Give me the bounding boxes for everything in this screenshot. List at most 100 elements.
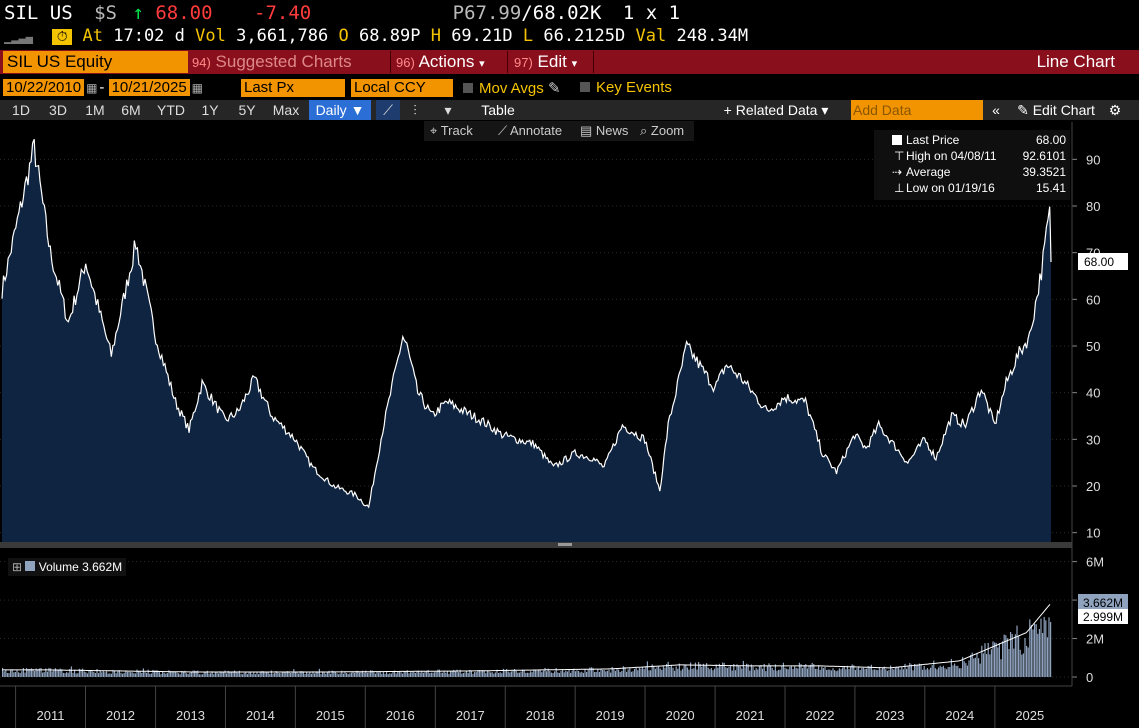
volume-bar [994,642,996,677]
chevron-down-icon[interactable]: ▾ [444,102,452,118]
period-button-1m[interactable]: 1M [85,102,105,118]
volume-bar [1006,638,1008,677]
volume-bar [251,674,253,677]
volume-bar [694,662,696,677]
volume-bar [288,671,290,677]
news-tool[interactable]: ▤ News [580,121,629,141]
volume-bar [133,673,135,677]
splitter-grip-icon[interactable] [558,543,572,546]
volume-bar [523,670,525,677]
volume-bar [1050,622,1052,677]
volume-bar [173,671,175,677]
actions-menu[interactable]: 96) Actions ▾ [396,51,485,73]
gear-icon[interactable]: ⚙ [1108,102,1122,118]
volume-bar [5,669,7,677]
security-field[interactable]: SIL US Equity [3,51,188,73]
currency-select[interactable]: Local CCY [351,79,453,97]
volume-bar [662,666,664,677]
volume-bar [117,671,119,677]
volume-bar [984,643,986,677]
table-button[interactable]: Table [481,102,515,118]
field-select[interactable]: Last Px [241,79,345,97]
candle-icon[interactable]: ⫶ [413,102,417,118]
mov-avgs-toggle[interactable]: Mov Avgs ✎ [463,79,561,99]
period-button-ytd[interactable]: YTD [157,102,185,118]
last-price: 68.00 [155,2,213,24]
frequency-select[interactable]: Daily ▼ [309,100,371,120]
checkbox-icon[interactable] [463,83,473,93]
volume-bar [882,667,884,677]
volume-bar [939,665,941,677]
volume-bar [192,670,194,677]
volume-bar [645,666,647,677]
suggested-charts-menu[interactable]: 94) Suggested Charts [192,51,352,73]
period-button-1d[interactable]: 1D [12,102,30,118]
volume-bar [736,664,738,677]
volume-tick-label: 2M [1086,632,1104,647]
up-arrow-icon: ↑ [132,2,144,24]
volume-bar [80,669,82,677]
volume-bar [19,673,21,677]
volume-bar [390,673,392,677]
calendar-icon[interactable]: ▦ [86,81,98,95]
volume-bar [454,671,456,677]
volume-bar [829,669,831,677]
collapse-icon[interactable]: « [992,102,1000,118]
end-date-field[interactable]: 10/21/2025 [108,79,190,96]
line-chart-icon[interactable]: ⟋ [376,100,400,120]
price-tick-label: 30 [1086,432,1100,447]
track-tool[interactable]: ⌖ Track [430,121,473,141]
period-button-max[interactable]: Max [272,102,300,118]
volume-bar [485,673,487,677]
volume-bar [798,662,800,677]
volume-bar [142,668,144,677]
volume-bar [571,670,573,677]
volume-bar [886,670,888,677]
period-button-6m[interactable]: 6M [121,102,141,118]
expand-icon[interactable]: ⊞ [12,560,23,574]
legend-last-label: Last Price [906,133,960,147]
pane-splitter[interactable] [0,542,1072,548]
period-button-5y[interactable]: 5Y [238,102,256,118]
volume: 3,661,786 [236,26,329,46]
volume-bar [195,671,197,677]
volume-bar [501,673,503,677]
volume-bar [322,671,324,677]
period-button-1y[interactable]: 1Y [201,102,219,118]
edit-menu[interactable]: 97) Edit ▾ [514,51,577,73]
period-button-3d[interactable]: 3D [49,102,67,118]
volume-bar [666,663,668,677]
volume-bar [32,669,34,677]
zoom-tool[interactable]: ⌕ Zoom [640,121,685,141]
key-events-toggle[interactable]: Key Events [580,79,672,99]
volume-bar [869,666,871,677]
volume-bar [574,671,576,677]
quote-line: SIL US $S ↑ 68.00 -7.40 P67.99/68.02K 1 … [4,2,680,26]
volume-bar [106,671,108,677]
volume-bar [821,666,823,677]
volume-bar [283,672,285,677]
start-date-field[interactable]: 10/22/2010 [3,79,85,96]
volume-bar [989,654,991,677]
volume-bar [382,672,384,677]
add-data-input[interactable]: Add Data [851,100,983,120]
volume-bar [58,670,60,677]
volume-bar [734,670,736,677]
calendar-icon[interactable]: ▦ [191,81,204,95]
volume-bar [405,671,407,677]
volume-bar [990,649,992,677]
volume-bar [931,665,933,677]
edit-chart-button[interactable]: ✎ Edit Chart [1010,100,1102,120]
volume-bar [637,670,639,677]
volume-bar [160,674,162,677]
checkbox-icon[interactable] [580,82,590,92]
volume-bar [997,647,999,677]
related-data-button[interactable]: + Related Data ▾ [723,102,829,118]
volume-bar [315,671,317,677]
pencil-icon[interactable]: ✎ [547,80,561,97]
volume-bar [699,663,701,677]
volume-bar [635,667,637,677]
edit-label: Edit [537,52,567,71]
volume-bar [389,673,391,677]
annotate-tool[interactable]: ⟋ Annotate [498,121,563,141]
